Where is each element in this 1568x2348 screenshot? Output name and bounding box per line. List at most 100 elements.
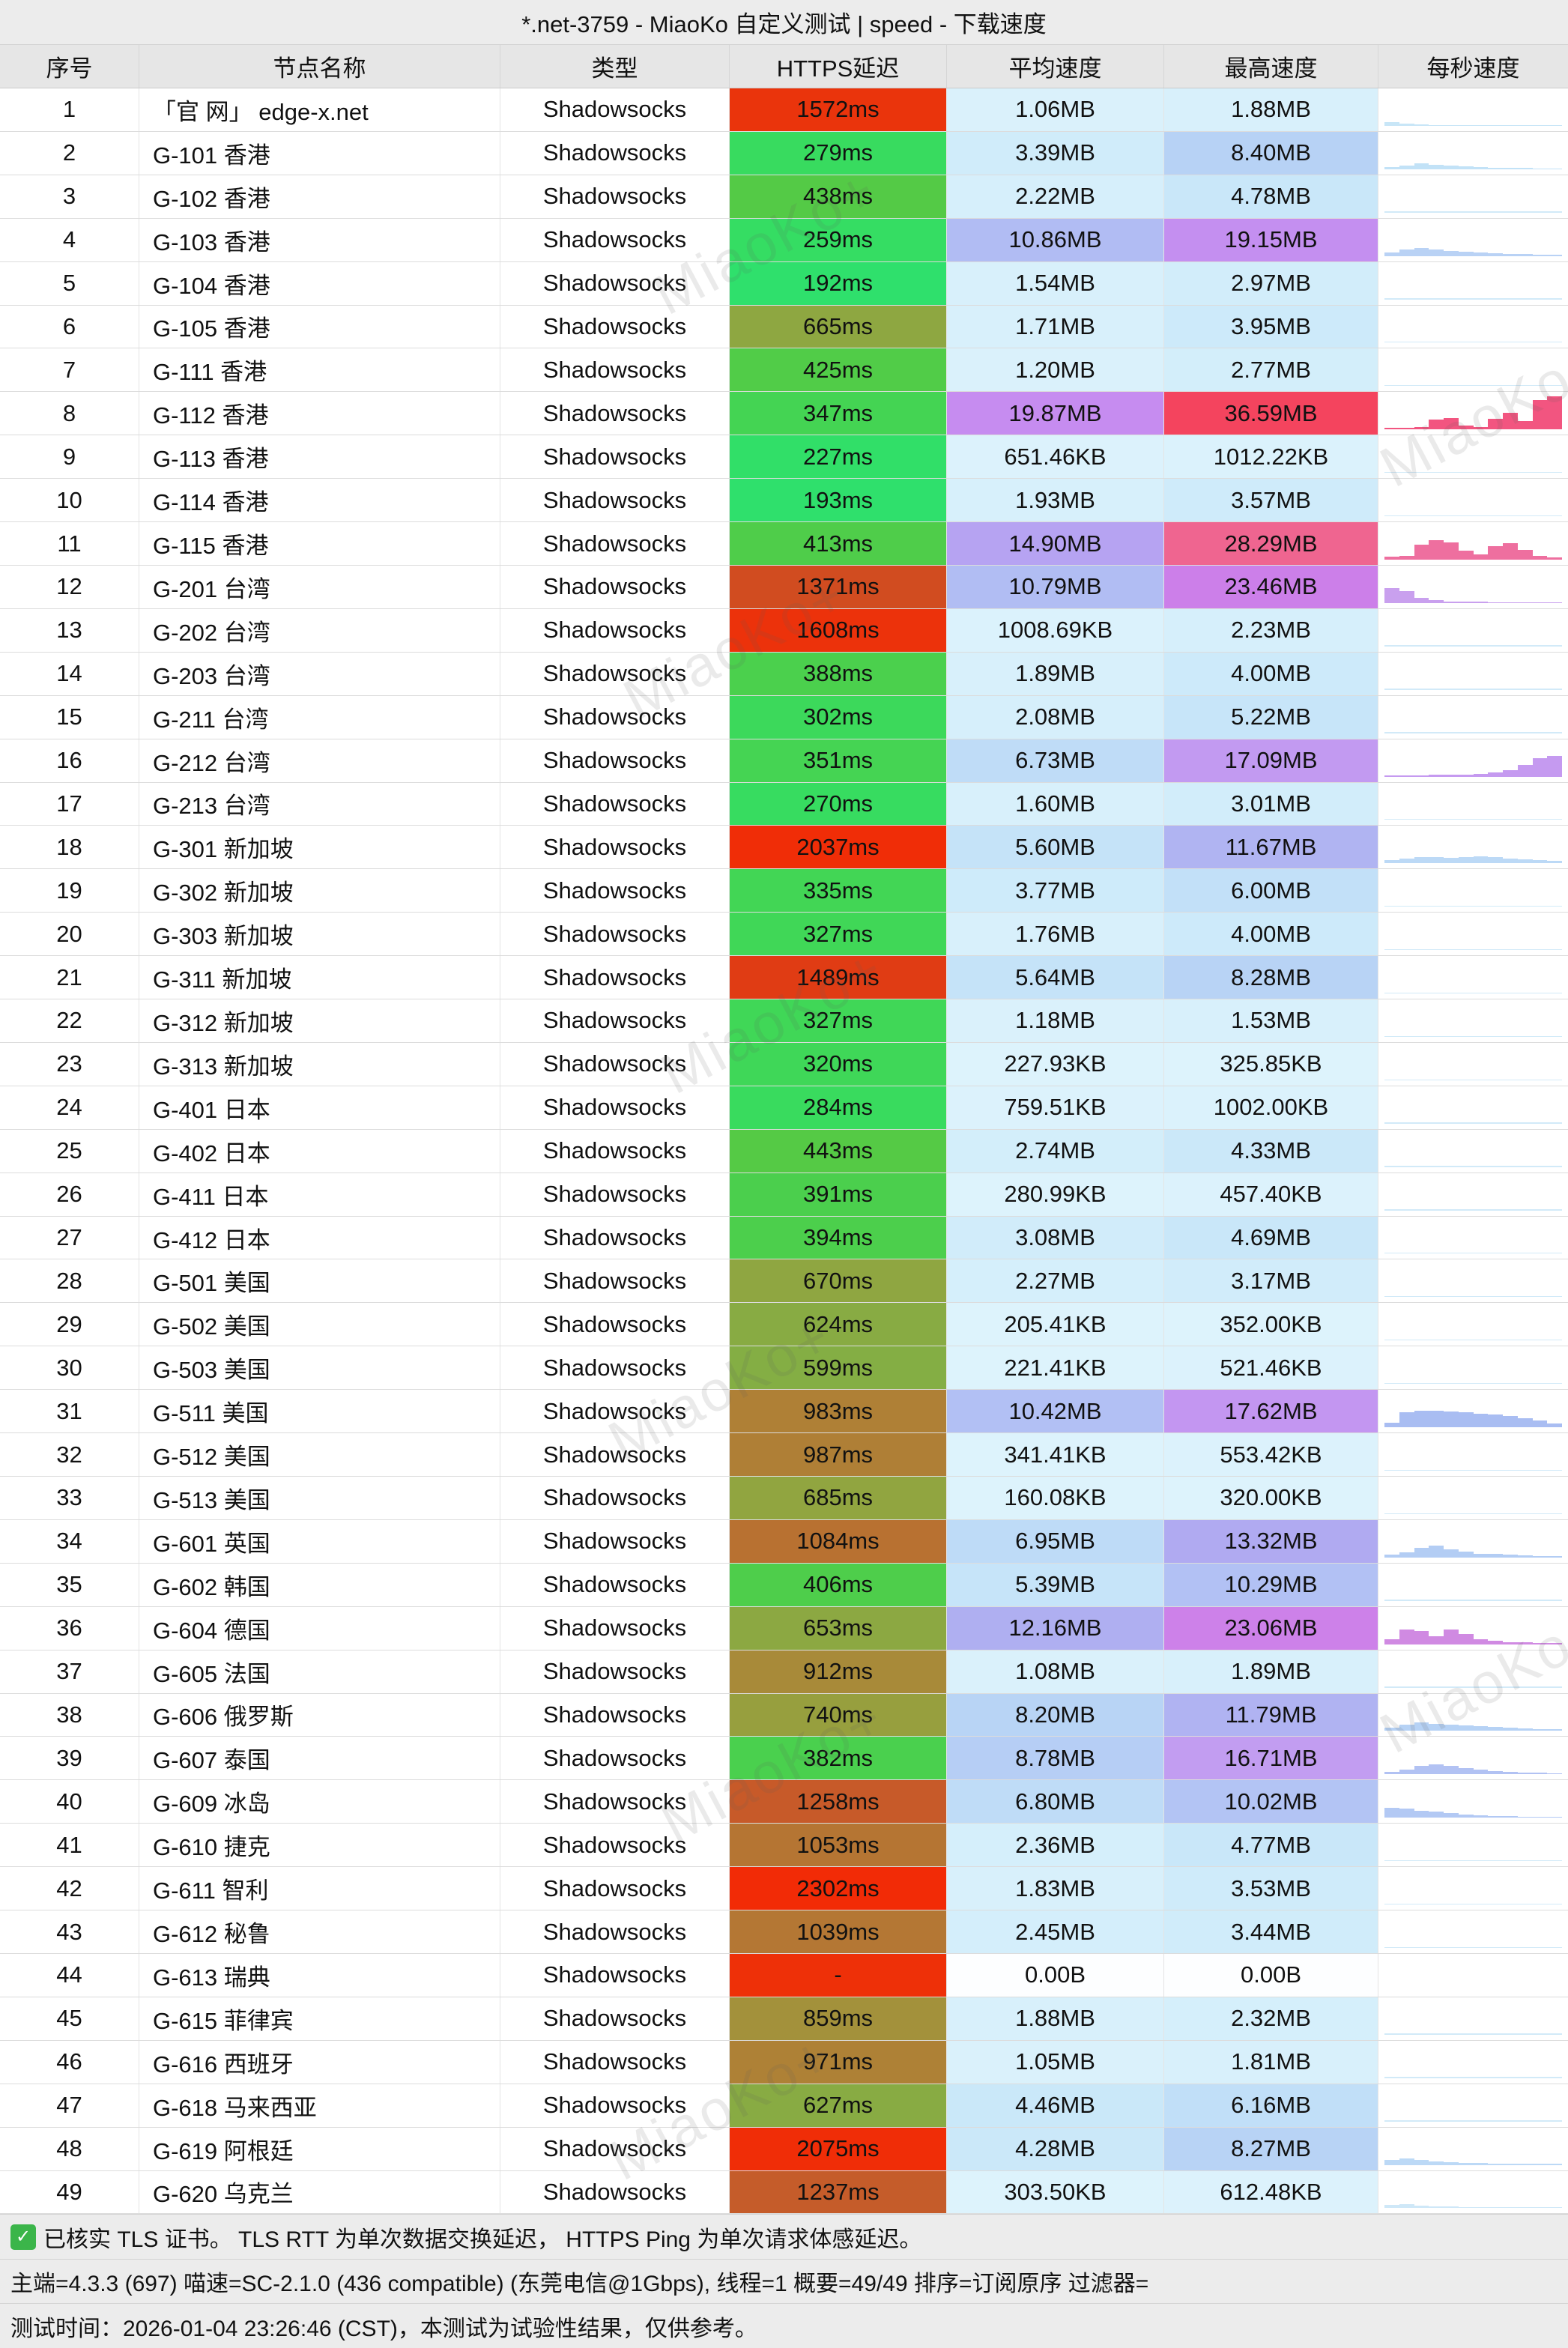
latency-cell: 270ms xyxy=(730,782,947,826)
spark-bar xyxy=(1429,1035,1444,1037)
spark-bar xyxy=(1517,1382,1533,1385)
spark-bar xyxy=(1458,732,1474,733)
sparkline-bars xyxy=(1384,1612,1562,1644)
sparkline-bars xyxy=(1384,396,1562,430)
spark-bar xyxy=(1429,420,1444,430)
speed-sparkline xyxy=(1378,1780,1568,1823)
spark-bar xyxy=(1503,1642,1518,1644)
node-type: Shadowsocks xyxy=(500,1086,730,1129)
avg-speed-cell: 303.50KB xyxy=(947,2170,1164,2214)
spark-bar xyxy=(1532,1728,1548,1731)
table-row: 37 G-605 法国 Shadowsocks 912ms 1.08MB 1.89MB xyxy=(0,1650,1568,1694)
max-speed-cell: 19.15MB xyxy=(1164,218,1378,261)
node-name: G-211 台湾 xyxy=(139,695,500,739)
node-type: Shadowsocks xyxy=(500,1953,730,1997)
spark-bar xyxy=(1473,1209,1489,1211)
node-type: Shadowsocks xyxy=(500,999,730,1042)
spark-bar xyxy=(1503,1860,1518,1862)
latency-cell: 302ms xyxy=(730,695,947,739)
spark-bar xyxy=(1473,732,1489,733)
spark-bar xyxy=(1414,1122,1429,1124)
spark-bar xyxy=(1488,253,1503,256)
spark-bar xyxy=(1399,428,1414,430)
speed-sparkline xyxy=(1378,783,1568,826)
avg-speed-cell: 10.79MB xyxy=(947,565,1164,608)
row-index: 23 xyxy=(0,1042,139,1086)
max-speed-cell: 10.02MB xyxy=(1164,1780,1378,1824)
spark-bar xyxy=(1399,1946,1414,1948)
row-index: 31 xyxy=(0,1390,139,1433)
max-speed-cell: 13.32MB xyxy=(1164,1519,1378,1563)
node-type: Shadowsocks xyxy=(500,782,730,826)
latency-cell: 425ms xyxy=(730,348,947,392)
speed-sparkline xyxy=(1378,1086,1568,1129)
spark-bar xyxy=(1399,1552,1414,1558)
latency-cell: 1489ms xyxy=(730,956,947,999)
spark-bar xyxy=(1458,2077,1474,2078)
spark-bar xyxy=(1532,732,1548,733)
spark-bar xyxy=(1414,856,1429,864)
spark-bar xyxy=(1547,1729,1562,1731)
spark-bar xyxy=(1384,732,1399,733)
spark-bar xyxy=(1384,1296,1399,1298)
node-type: Shadowsocks xyxy=(500,392,730,435)
spark-bar xyxy=(1517,298,1533,300)
spark-bar xyxy=(1429,539,1444,560)
spark-bar xyxy=(1384,2033,1399,2035)
max-speed-cell: 1.53MB xyxy=(1164,999,1378,1042)
spark-bar xyxy=(1532,1420,1548,1428)
spark-bar xyxy=(1414,1035,1429,1037)
spark-bar xyxy=(1399,385,1414,387)
speed-sparkline xyxy=(1378,1259,1568,1302)
sparkline-bars xyxy=(1384,267,1562,300)
node-type: Shadowsocks xyxy=(500,479,730,522)
spark-bar xyxy=(1414,247,1429,256)
avg-speed-cell: 3.39MB xyxy=(947,131,1164,175)
avg-speed-cell: 10.86MB xyxy=(947,218,1164,261)
table-row: 29 G-502 美国 Shadowsocks 624ms 205.41KB 352.00… xyxy=(0,1303,1568,1347)
spark-bar xyxy=(1444,2077,1459,2078)
node-type: Shadowsocks xyxy=(500,1259,730,1303)
node-name: G-401 日本 xyxy=(139,1086,500,1129)
spark-bar xyxy=(1384,471,1399,473)
table-row: 31 G-511 美国 Shadowsocks 983ms 10.42MB 17.62MB xyxy=(0,1390,1568,1434)
avg-speed-cell: 1.93MB xyxy=(947,479,1164,522)
spark-bar xyxy=(1532,471,1548,473)
speed-sparkline xyxy=(1378,2084,1568,2127)
spark-bar xyxy=(1384,2205,1399,2209)
speed-sparkline xyxy=(1378,999,1568,1042)
spark-bar xyxy=(1414,2033,1429,2035)
spark-bar xyxy=(1517,254,1533,256)
row-index: 43 xyxy=(0,1910,139,1953)
avg-speed-cell: 280.99KB xyxy=(947,1173,1164,1216)
spark-bar xyxy=(1458,471,1474,473)
spark-bar xyxy=(1444,2120,1459,2122)
spark-bar xyxy=(1414,163,1429,169)
spark-bar xyxy=(1384,645,1399,647)
avg-speed-cell: 3.08MB xyxy=(947,1216,1164,1259)
spark-bar xyxy=(1503,1816,1518,1818)
avg-speed-cell: 8.78MB xyxy=(947,1737,1164,1780)
spark-bar xyxy=(1444,1296,1459,1298)
spark-bar xyxy=(1532,555,1548,560)
latency-cell: 284ms xyxy=(730,1086,947,1129)
max-speed-cell: 2.77MB xyxy=(1164,348,1378,392)
spark-bar xyxy=(1444,1629,1459,1644)
max-speed-cell: 17.09MB xyxy=(1164,739,1378,782)
max-speed-cell: 36.59MB xyxy=(1164,392,1378,435)
spark-bar xyxy=(1399,1724,1414,1731)
spark-bar xyxy=(1473,1639,1489,1644)
row-index: 6 xyxy=(0,305,139,348)
spark-bar xyxy=(1384,557,1399,560)
table-row: 45 G-615 菲律宾 Shadowsocks 859ms 1.88MB 2.32MB xyxy=(0,1997,1568,2041)
spark-bar xyxy=(1429,1411,1444,1428)
avg-speed-cell: 2.22MB xyxy=(947,175,1164,218)
node-type: Shadowsocks xyxy=(500,175,730,218)
table-row: 17 G-213 台湾 Shadowsocks 270ms 1.60MB 3.01MB xyxy=(0,782,1568,826)
spark-bar xyxy=(1458,124,1474,126)
max-speed-cell: 553.42KB xyxy=(1164,1433,1378,1476)
speed-sparkline xyxy=(1378,479,1568,521)
latency-cell: 1608ms xyxy=(730,608,947,652)
spark-bar xyxy=(1429,2077,1444,2078)
